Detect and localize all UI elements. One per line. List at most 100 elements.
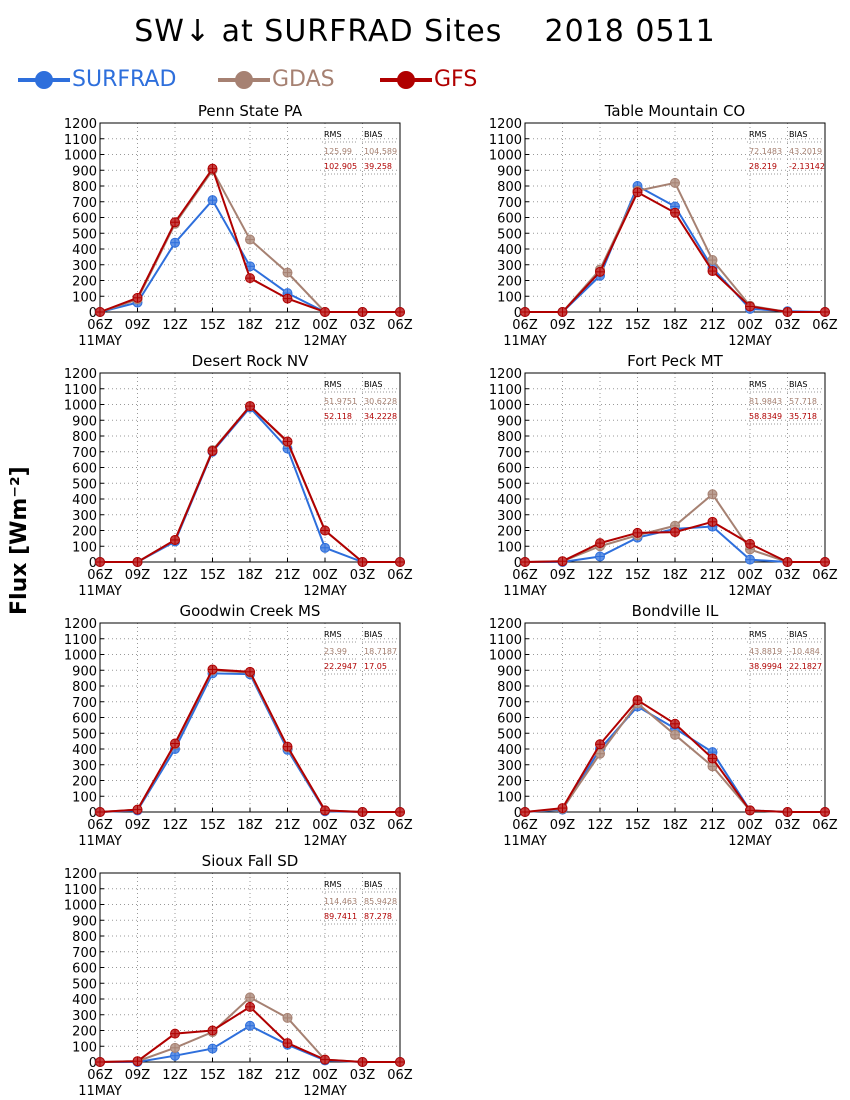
x-tick-label: 09Z (125, 1068, 151, 1083)
x-tick-label: 12Z (587, 818, 613, 833)
stats-header-bias: BIAS (789, 380, 807, 389)
y-tick-label: 1100 (489, 383, 522, 398)
x-tick-label: 18Z (662, 568, 688, 583)
y-tick-label: 700 (497, 196, 522, 211)
y-tick-label: 600 (497, 212, 522, 227)
series-gfs (520, 187, 830, 317)
y-tick-label: 600 (72, 462, 97, 477)
stats-rms-value: 58.8349 (749, 412, 782, 421)
y-tick-label: 900 (497, 164, 522, 179)
y-tick-label: 500 (72, 977, 97, 992)
x-tick-label: 15Z (200, 818, 226, 833)
stats-table: RMS BIAS 125.99 104.589 102.905 39.258 (322, 130, 398, 175)
stats-table: RMS BIAS 72.1483 43.2019 28.219 -2.13142 (747, 130, 825, 175)
stats-bias-value: 35.718 (789, 412, 817, 421)
date-label: 11MAY (78, 834, 122, 849)
series-gfs (520, 695, 830, 817)
stats-rms-value: 38.9994 (749, 662, 782, 671)
x-tick-label: 12Z (162, 318, 188, 333)
x-tick-label: 18Z (237, 818, 263, 833)
x-tick-label: 06Z (387, 818, 413, 833)
stats-rms-value: 114.463 (324, 897, 357, 906)
y-tick-label: 1200 (64, 367, 97, 382)
x-tick-label: 21Z (275, 318, 301, 333)
date-label: 11MAY (78, 584, 122, 599)
x-tick-label: 21Z (275, 818, 301, 833)
y-tick-label: 1200 (64, 617, 97, 632)
y-tick-label: 800 (497, 180, 522, 195)
x-tick-label: 21Z (700, 318, 726, 333)
stats-header-bias: BIAS (789, 130, 807, 139)
date-label: 11MAY (78, 1084, 122, 1099)
date-label: 12MAY (728, 334, 772, 349)
y-tick-label: 900 (72, 914, 97, 929)
chart-panel: 0100200300400500600700800900100011001200… (64, 852, 413, 1099)
stats-header-bias: BIAS (364, 880, 382, 889)
y-tick-label: 0 (89, 556, 97, 571)
y-tick-label: 700 (497, 696, 522, 711)
y-tick-label: 500 (72, 477, 97, 492)
stats-bias-value: -10.484 (789, 647, 820, 656)
y-tick-label: 200 (497, 275, 522, 290)
y-tick-label: 200 (497, 775, 522, 790)
y-tick-label: 1000 (64, 399, 97, 414)
chart-panel: 0100200300400500600700800900100011001200… (489, 102, 838, 349)
x-tick-label: 06Z (87, 568, 113, 583)
date-label: 12MAY (303, 1084, 347, 1099)
y-tick-label: 0 (514, 556, 522, 571)
series-gfs (520, 516, 830, 567)
grid (100, 623, 400, 812)
stats-bias-value: 57.718 (789, 397, 817, 406)
legend-label: GDAS (272, 67, 335, 92)
y-tick-label: 100 (72, 290, 97, 305)
y-tick-label: 1100 (489, 633, 522, 648)
legend-marker-icon (35, 71, 53, 89)
y-tick-label: 400 (72, 743, 97, 758)
stats-header-bias: BIAS (789, 630, 807, 639)
y-tick-label: 700 (72, 696, 97, 711)
date-label: 12MAY (303, 834, 347, 849)
stats-rms-value: 22.2947 (324, 662, 357, 671)
stats-table: RMS BIAS 23.99 18.7187 22.2947 17.05 (322, 630, 398, 675)
series-gfs (95, 163, 405, 317)
stats-header-bias: BIAS (364, 630, 382, 639)
y-tick-label: 400 (497, 243, 522, 258)
stats-bias-value: 39.258 (364, 162, 392, 171)
x-tick-label: 09Z (550, 568, 576, 583)
x-tick-label: 06Z (812, 318, 838, 333)
stats-rms-value: 52.118 (324, 412, 352, 421)
x-tick-label: 00Z (737, 568, 763, 583)
x-tick-label: 03Z (350, 318, 376, 333)
y-tick-label: 1100 (64, 133, 97, 148)
y-tick-label: 400 (497, 493, 522, 508)
x-tick-label: 09Z (125, 318, 151, 333)
y-tick-label: 100 (72, 790, 97, 805)
x-tick-label: 12Z (162, 568, 188, 583)
x-tick-label: 09Z (125, 818, 151, 833)
x-tick-label: 15Z (200, 568, 226, 583)
x-tick-label: 06Z (512, 818, 538, 833)
y-tick-label: 1200 (489, 117, 522, 132)
y-tick-label: 500 (497, 227, 522, 242)
series-line (99, 668, 400, 813)
y-tick-label: 800 (72, 180, 97, 195)
y-tick-label: 800 (497, 430, 522, 445)
stats-bias-value: 104.589 (364, 147, 397, 156)
stats-rms-value: 28.219 (749, 162, 777, 171)
stats-bias-value: 43.2019 (789, 147, 822, 156)
chart-title: Fort Peck MT (627, 352, 723, 370)
y-tick-label: 1000 (489, 399, 522, 414)
y-tick-label: 400 (497, 743, 522, 758)
chart-title: Table Mountain CO (604, 102, 746, 120)
y-tick-label: 1100 (64, 633, 97, 648)
stats-rms-value: 23.99 (324, 647, 347, 656)
x-tick-label: 03Z (775, 318, 801, 333)
stats-header-rms: RMS (749, 130, 767, 139)
y-tick-label: 100 (497, 290, 522, 305)
stats-table: RMS BIAS 43.8819 -10.484 38.9994 22.1827 (747, 630, 823, 675)
chart-panel: 0100200300400500600700800900100011001200… (64, 352, 413, 599)
date-label: 12MAY (303, 584, 347, 599)
x-tick-label: 09Z (550, 318, 576, 333)
x-tick-label: 15Z (625, 318, 651, 333)
chart-title: Desert Rock NV (192, 352, 309, 370)
